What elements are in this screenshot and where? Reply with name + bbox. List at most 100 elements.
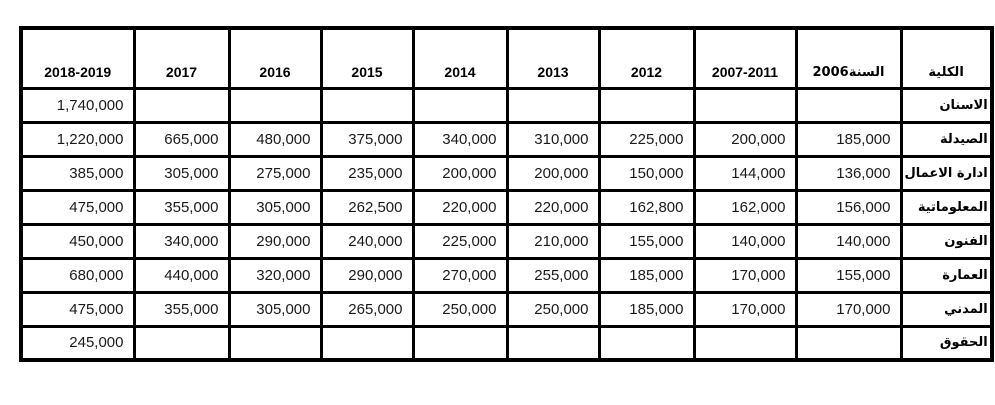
college-label-cell: الاسنان: [899, 86, 994, 124]
fee-value-cell: [227, 86, 323, 124]
fee-value-cell: [411, 86, 509, 124]
college-label-cell: الحقوق: [899, 324, 994, 362]
fee-value-cell: 240,000: [319, 222, 415, 260]
fee-value-cell: 170,000: [692, 256, 798, 294]
fee-value-cell: [692, 86, 798, 124]
fee-value-cell: 250,000: [411, 290, 509, 328]
fee-value-cell: [319, 86, 415, 124]
fee-value-cell: 245,000: [19, 324, 136, 362]
table-row: 475,000 355,000 305,000 265,000 250,000 250,0…: [19, 290, 994, 328]
fee-value-cell: 265,000: [319, 290, 415, 328]
fee-value-cell: 225,000: [597, 120, 696, 158]
fee-value-cell: 680,000: [19, 256, 136, 294]
fee-value-cell: 220,000: [411, 188, 509, 226]
fee-value-cell: 1,220,000: [19, 120, 136, 158]
fee-value-cell: 162,000: [692, 188, 798, 226]
fee-value-cell: 355,000: [132, 188, 231, 226]
table-row: 385,000 305,000 275,000 235,000 200,000 200,0…: [19, 154, 994, 192]
fee-value-cell: 1,740,000: [19, 86, 136, 124]
table-row: 450,000 340,000 290,000 240,000 225,000 210,0…: [19, 222, 994, 260]
fee-value-cell: 185,000: [794, 120, 903, 158]
fee-value-cell: 262,500: [319, 188, 415, 226]
fee-value-cell: 665,000: [132, 120, 231, 158]
fee-value-cell: 170,000: [692, 290, 798, 328]
column-header: 2017: [132, 26, 231, 90]
fee-value-cell: [132, 86, 231, 124]
fee-value-cell: 156,000: [794, 188, 903, 226]
fee-value-cell: 235,000: [319, 154, 415, 192]
fee-value-cell: [411, 324, 509, 362]
column-header: 2014: [411, 26, 509, 90]
fee-value-cell: 320,000: [227, 256, 323, 294]
fee-value-cell: 255,000: [505, 256, 601, 294]
fee-value-cell: [794, 324, 903, 362]
college-label-cell: العمارة: [899, 256, 994, 294]
column-header: 2015: [319, 26, 415, 90]
fee-value-cell: 475,000: [19, 188, 136, 226]
fee-value-cell: 250,000: [505, 290, 601, 328]
fee-value-cell: 144,000: [692, 154, 798, 192]
fee-value-cell: 480,000: [227, 120, 323, 158]
fee-value-cell: 140,000: [794, 222, 903, 260]
fee-value-cell: [227, 324, 323, 362]
fee-value-cell: [505, 86, 601, 124]
tuition-fees-table: 2018-2019 2017 2016 2015 2014 2013 2012 2007-20…: [19, 26, 994, 362]
college-label-cell: الصيدلة: [899, 120, 994, 158]
fee-value-cell: 270,000: [411, 256, 509, 294]
college-label-cell: المدني: [899, 290, 994, 328]
fee-value-cell: 210,000: [505, 222, 601, 260]
college-label-cell: المعلوماتية: [899, 188, 994, 226]
fee-value-cell: [597, 86, 696, 124]
fee-value-cell: 150,000: [597, 154, 696, 192]
table-row: 1,740,000 الاسنان: [19, 86, 994, 124]
fee-value-cell: 225,000: [411, 222, 509, 260]
column-header: 2013: [505, 26, 601, 90]
fee-value-cell: 170,000: [794, 290, 903, 328]
fee-value-cell: 162,800: [597, 188, 696, 226]
column-header: 2007-2011: [692, 26, 798, 90]
fee-value-cell: 305,000: [227, 188, 323, 226]
fee-value-cell: 440,000: [132, 256, 231, 294]
fee-value-cell: 200,000: [411, 154, 509, 192]
fee-value-cell: 305,000: [227, 290, 323, 328]
fee-value-cell: [692, 324, 798, 362]
fee-value-cell: 220,000: [505, 188, 601, 226]
table-body: 1,740,000 الاسنان 1,220,000 665,000 480,000 3…: [19, 86, 994, 362]
column-header: الكلية: [899, 26, 994, 90]
table-row: 680,000 440,000 320,000 290,000 270,000 255,0…: [19, 256, 994, 294]
fee-value-cell: [132, 324, 231, 362]
column-header: 2018-2019: [19, 26, 136, 90]
college-label-cell: الفنون: [899, 222, 994, 260]
fee-value-cell: 385,000: [19, 154, 136, 192]
fee-value-cell: 310,000: [505, 120, 601, 158]
fee-value-cell: [597, 324, 696, 362]
fee-value-cell: 305,000: [132, 154, 231, 192]
fee-value-cell: 200,000: [692, 120, 798, 158]
fee-value-cell: 475,000: [19, 290, 136, 328]
fee-value-cell: [505, 324, 601, 362]
fee-value-cell: 136,000: [794, 154, 903, 192]
column-header: السنة2006: [794, 26, 903, 90]
fee-value-cell: 375,000: [319, 120, 415, 158]
table-row: 245,000 الحقوق: [19, 324, 994, 362]
table-header-row: 2018-2019 2017 2016 2015 2014 2013 2012 2007-20…: [19, 26, 994, 90]
fee-value-cell: [794, 86, 903, 124]
fee-value-cell: 200,000: [505, 154, 601, 192]
fee-value-cell: 290,000: [319, 256, 415, 294]
fee-value-cell: 275,000: [227, 154, 323, 192]
fee-value-cell: 340,000: [132, 222, 231, 260]
fee-value-cell: 185,000: [597, 290, 696, 328]
table-head: 2018-2019 2017 2016 2015 2014 2013 2012 2007-20…: [19, 26, 994, 90]
table-row: 475,000 355,000 305,000 262,500 220,000 220,0…: [19, 188, 994, 226]
fee-value-cell: 185,000: [597, 256, 696, 294]
column-header: 2016: [227, 26, 323, 90]
college-label-cell: ادارة الاعمال: [899, 154, 994, 192]
fee-value-cell: 290,000: [227, 222, 323, 260]
table-row: 1,220,000 665,000 480,000 375,000 340,000 310…: [19, 120, 994, 158]
fee-value-cell: 450,000: [19, 222, 136, 260]
fee-value-cell: 155,000: [794, 256, 903, 294]
fee-value-cell: 340,000: [411, 120, 509, 158]
column-header: 2012: [597, 26, 696, 90]
fee-value-cell: 355,000: [132, 290, 231, 328]
